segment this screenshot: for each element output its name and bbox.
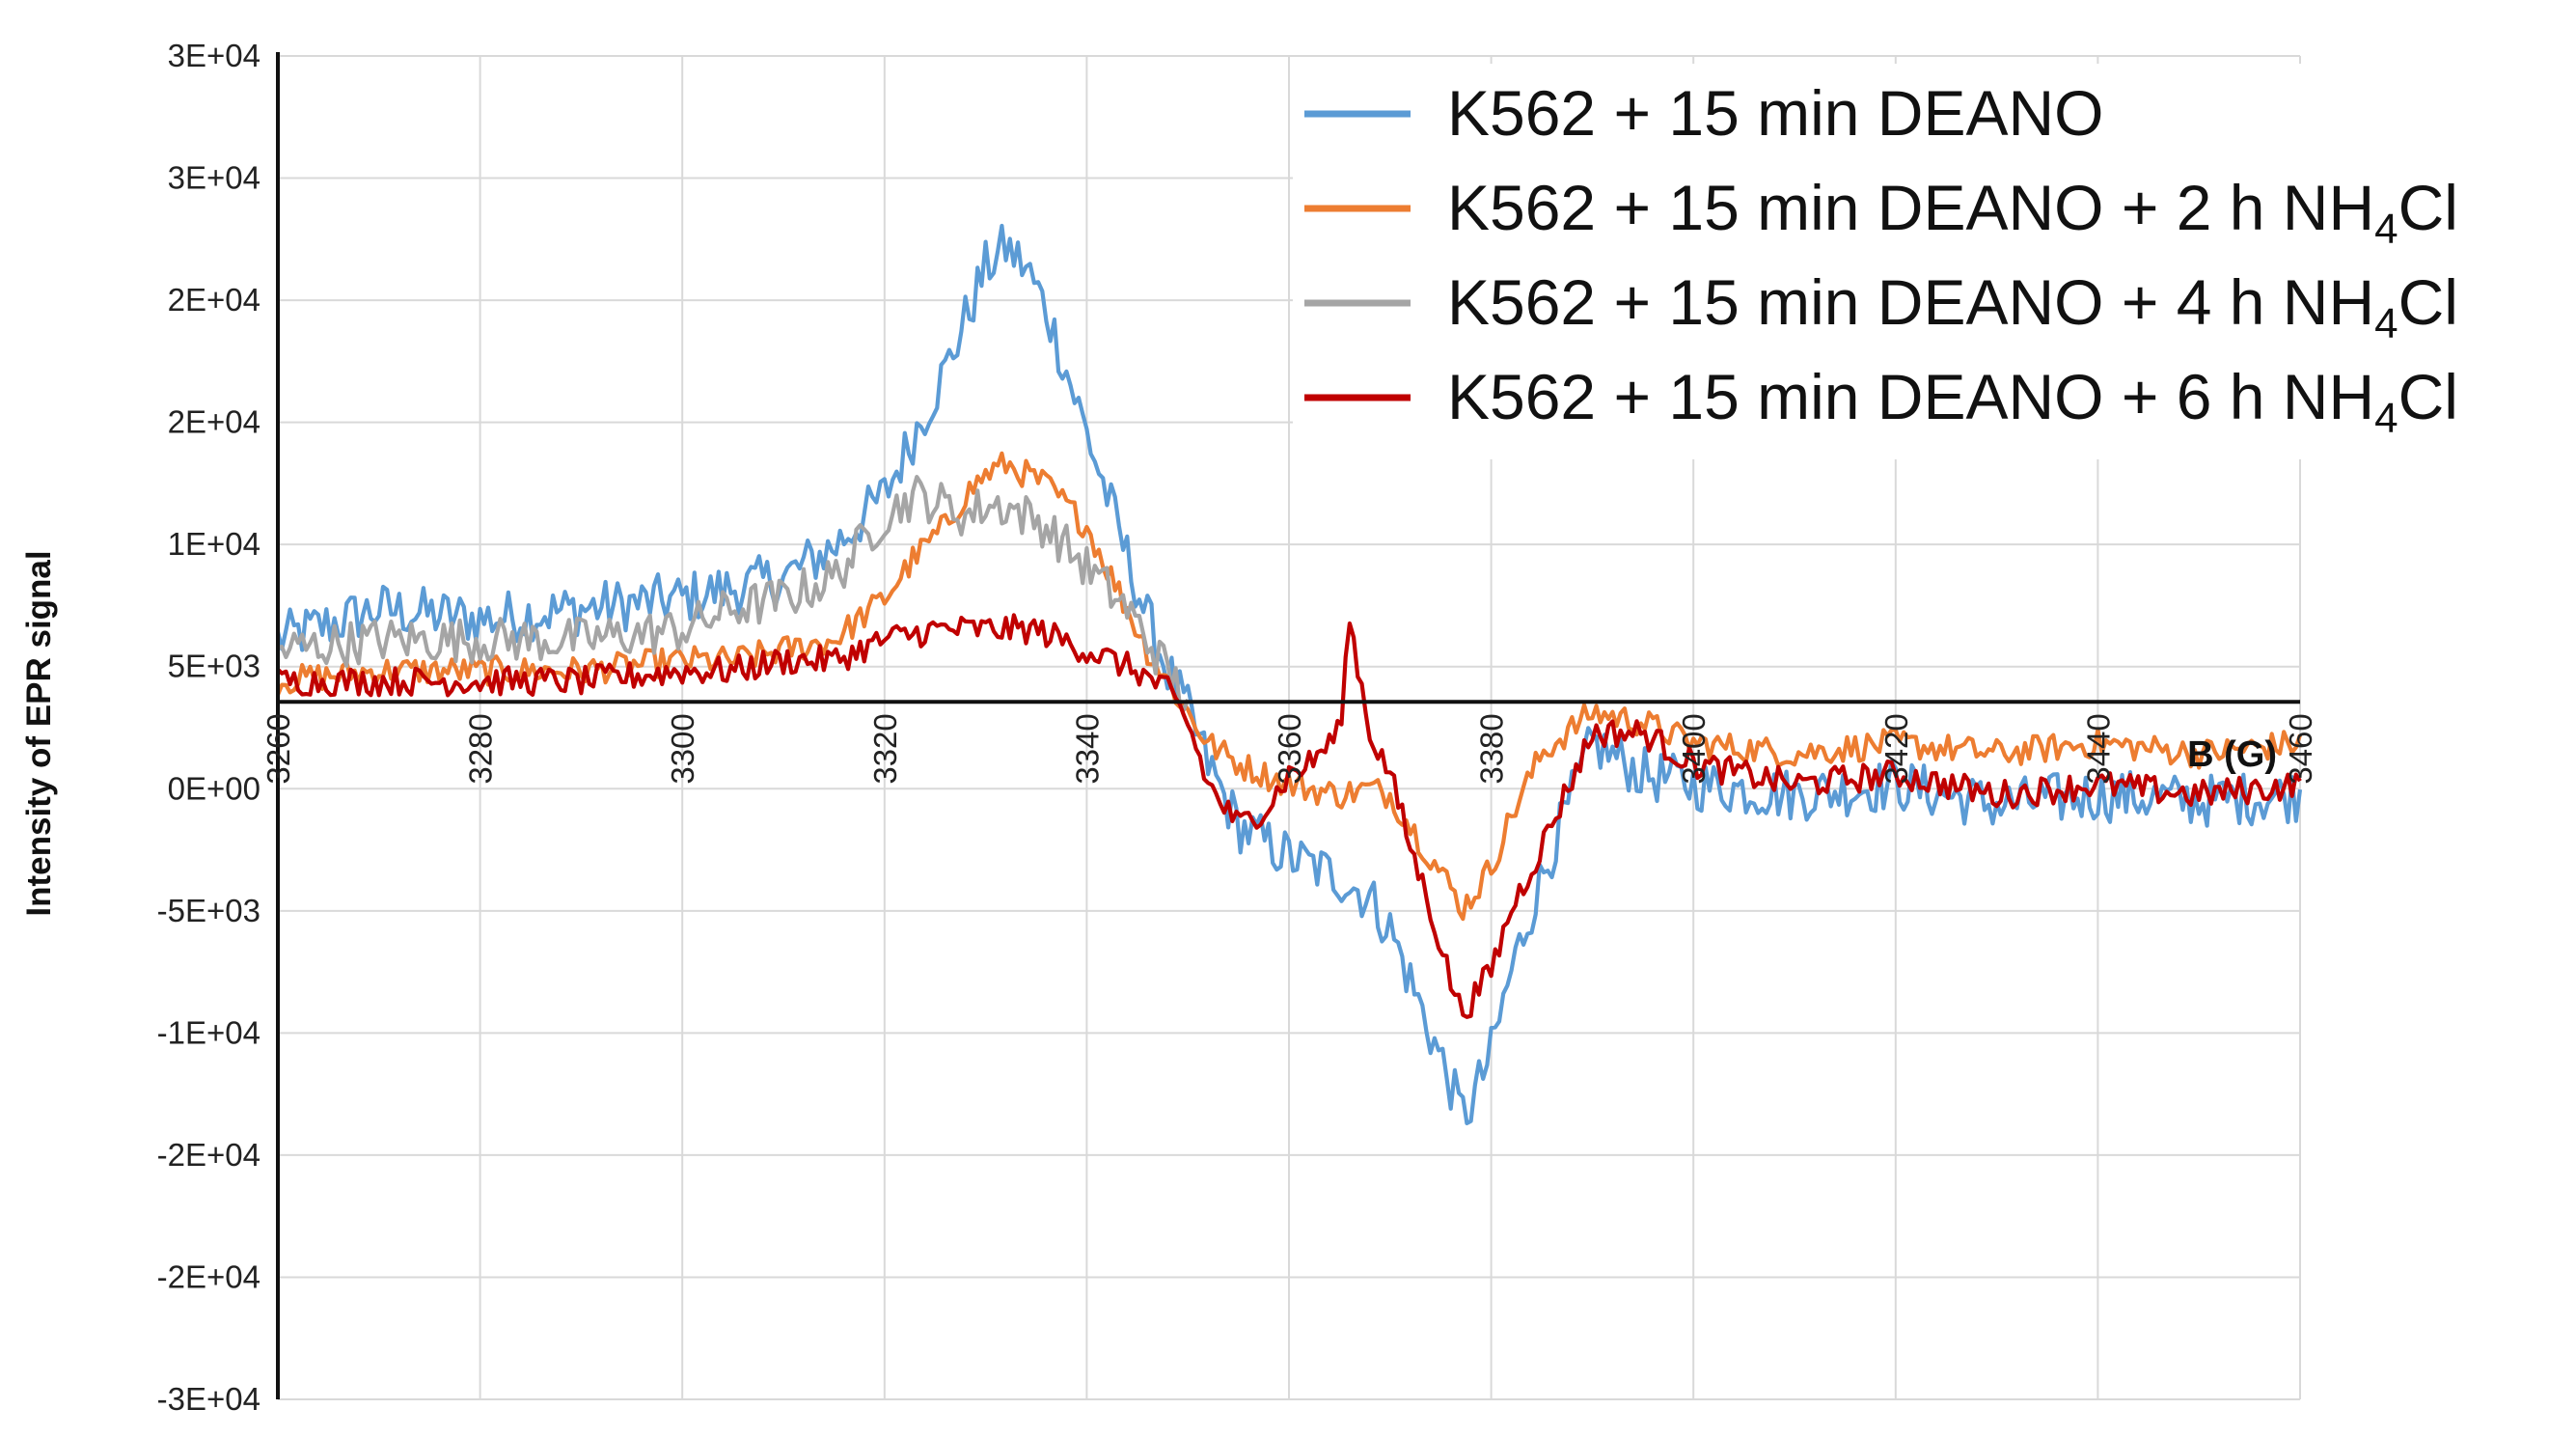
x-tick-label: 3440 bbox=[2080, 713, 2116, 784]
y-tick-label: -2E+04 bbox=[157, 1137, 260, 1173]
tick-labels: 3E+04 3E+04 2E+04 2E+04 1E+04 5E+03 0E+00 -5E+0… bbox=[157, 38, 2318, 1417]
x-tick-label: 3420 bbox=[1878, 713, 1914, 784]
x-axis-title: B (G) bbox=[2187, 734, 2277, 775]
y-tick-label: 2E+04 bbox=[168, 282, 260, 318]
x-tick-label: 3300 bbox=[665, 713, 700, 784]
x-tick-label: 3460 bbox=[2283, 713, 2318, 784]
legend: K562 + 15 min DEANO K562 + 15 min DEANO +… bbox=[1293, 64, 2566, 459]
x-tick-label: 3360 bbox=[1272, 713, 1307, 784]
y-tick-label: 1E+04 bbox=[168, 526, 260, 562]
y-tick-label: -1E+04 bbox=[157, 1014, 260, 1050]
legend-box bbox=[1293, 64, 2566, 459]
series-line bbox=[276, 613, 2302, 1019]
legend-label: K562 + 15 min DEANO + 6 h NH4Cl bbox=[1447, 361, 2458, 442]
y-tick-label: -3E+04 bbox=[157, 1381, 260, 1417]
y-tick-label: 5E+03 bbox=[168, 649, 260, 684]
y-axis-title: Intensity of EPR signal bbox=[20, 550, 58, 916]
x-tick-label: 3380 bbox=[1474, 713, 1510, 784]
y-tick-label: -5E+03 bbox=[157, 893, 260, 928]
y-tick-label: 0E+00 bbox=[168, 770, 260, 806]
series-lines bbox=[275, 223, 2303, 1126]
y-tick-label: 2E+04 bbox=[168, 404, 260, 440]
x-tick-label: 3340 bbox=[1069, 713, 1105, 784]
legend-label: K562 + 15 min DEANO + 2 h NH4Cl bbox=[1447, 172, 2458, 253]
x-tick-label: 3260 bbox=[260, 713, 296, 784]
series-line bbox=[275, 223, 2303, 1126]
x-tick-label: 3280 bbox=[463, 713, 499, 784]
series-line bbox=[277, 475, 1191, 712]
x-tick-label: 3400 bbox=[1676, 713, 1712, 784]
y-tick-label: 3E+04 bbox=[168, 38, 260, 73]
axes bbox=[276, 52, 2300, 1399]
x-tick-label: 3320 bbox=[867, 713, 903, 784]
legend-label: K562 + 15 min DEANO bbox=[1447, 77, 2104, 149]
legend-label: K562 + 15 min DEANO + 4 h NH4Cl bbox=[1447, 266, 2458, 347]
y-tick-label: -2E+04 bbox=[157, 1258, 260, 1294]
y-tick-label: 3E+04 bbox=[168, 160, 260, 196]
